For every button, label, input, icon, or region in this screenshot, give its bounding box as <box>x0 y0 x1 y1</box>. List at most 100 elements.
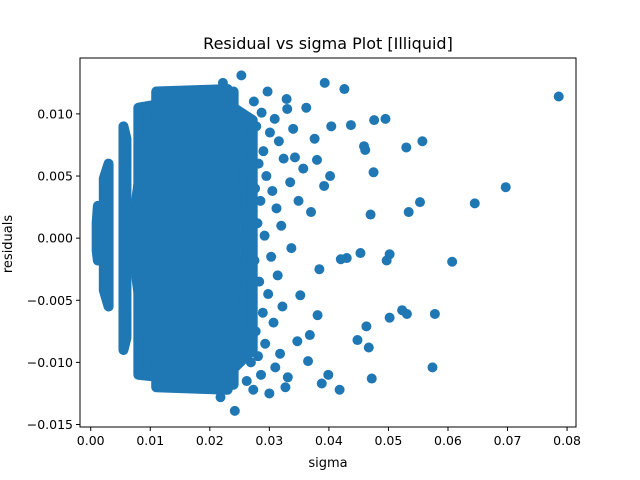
data-point <box>293 195 304 206</box>
data-point <box>253 351 264 362</box>
data-point <box>242 214 253 225</box>
data-point <box>316 378 327 389</box>
data-point <box>369 115 380 126</box>
data-point <box>335 254 346 265</box>
data-point <box>368 167 379 178</box>
data-point <box>243 332 254 343</box>
x-tick-label: 0.04 <box>315 433 343 448</box>
x-tick-label: 0.07 <box>494 433 522 448</box>
data-point <box>401 142 412 153</box>
data-point <box>244 115 255 126</box>
data-point <box>323 369 334 380</box>
scatter-points <box>215 70 564 416</box>
data-point <box>361 321 372 332</box>
data-point <box>250 326 261 337</box>
data-point <box>277 301 288 312</box>
data-point <box>298 163 309 174</box>
data-point <box>260 338 271 349</box>
dense-point-cloud <box>91 84 258 395</box>
data-point <box>381 255 392 266</box>
data-point <box>261 171 272 182</box>
data-point <box>326 121 337 132</box>
data-point <box>256 107 267 118</box>
data-point <box>263 289 274 300</box>
data-point <box>276 220 287 231</box>
x-tick-label: 0.05 <box>375 433 403 448</box>
data-point <box>363 342 374 353</box>
data-point <box>380 113 391 124</box>
x-tick-label: 0.00 <box>77 433 105 448</box>
data-point <box>270 362 281 373</box>
data-point <box>306 207 317 218</box>
data-point <box>288 123 299 134</box>
data-point <box>246 139 257 150</box>
data-point <box>257 307 268 318</box>
data-point <box>427 362 438 373</box>
data-point <box>345 120 356 131</box>
data-point <box>255 195 266 206</box>
data-point <box>280 382 291 393</box>
data-point <box>292 336 303 347</box>
x-tick-label: 0.01 <box>136 433 164 448</box>
data-point <box>254 276 265 287</box>
data-point <box>229 405 240 416</box>
data-point <box>312 310 323 321</box>
data-point <box>311 154 322 165</box>
data-point <box>249 255 260 266</box>
data-point <box>286 243 297 254</box>
data-point <box>397 305 408 316</box>
data-point <box>262 86 273 97</box>
y-tick-label: 0.005 <box>37 169 73 184</box>
data-point <box>264 127 275 138</box>
data-point <box>429 308 440 319</box>
data-point <box>365 209 376 220</box>
y-tick-label: −0.005 <box>27 293 73 308</box>
x-tick-label: 0.08 <box>553 433 581 448</box>
data-point <box>285 177 296 188</box>
data-point <box>245 164 256 175</box>
data-point <box>366 373 377 384</box>
data-point <box>281 94 292 104</box>
data-point <box>236 70 247 81</box>
data-point <box>309 133 320 144</box>
data-point <box>267 185 278 196</box>
data-point <box>253 158 264 169</box>
data-point <box>334 384 345 395</box>
data-point <box>384 312 395 323</box>
data-point <box>258 146 269 157</box>
data-point <box>259 230 270 241</box>
data-point <box>339 84 350 95</box>
y-axis-ticks: −0.015 −0.010 −0.005 0.000 0.005 0.010 <box>27 106 80 432</box>
x-tick-label: 0.02 <box>196 433 224 448</box>
data-point <box>278 153 289 164</box>
data-point <box>469 198 480 209</box>
data-point <box>273 136 284 147</box>
x-axis-label: sigma <box>308 456 347 471</box>
data-point <box>282 103 293 114</box>
data-point <box>275 348 286 359</box>
data-point <box>304 330 315 341</box>
data-point <box>251 121 262 132</box>
y-tick-label: −0.015 <box>27 417 73 432</box>
data-point <box>271 203 282 214</box>
data-point <box>282 372 293 383</box>
x-axis-ticks: 0.00 0.01 0.02 0.03 0.04 0.05 0.06 0.07 0.08 <box>77 427 581 448</box>
data-point <box>245 357 256 368</box>
data-point <box>325 171 336 182</box>
chart-title: Residual vs sigma Plot [Illiquid] <box>203 34 453 53</box>
data-point <box>272 270 283 281</box>
data-point <box>403 207 414 218</box>
y-tick-label: 0.010 <box>37 106 73 121</box>
data-point <box>314 264 325 275</box>
data-point <box>244 267 255 278</box>
data-point <box>553 91 564 102</box>
data-point <box>352 335 363 346</box>
data-point <box>447 256 458 267</box>
data-point <box>295 290 306 301</box>
x-tick-label: 0.06 <box>434 433 462 448</box>
data-point <box>248 384 259 395</box>
data-point <box>359 141 370 152</box>
x-tick-label: 0.03 <box>255 433 283 448</box>
data-point <box>247 295 258 306</box>
